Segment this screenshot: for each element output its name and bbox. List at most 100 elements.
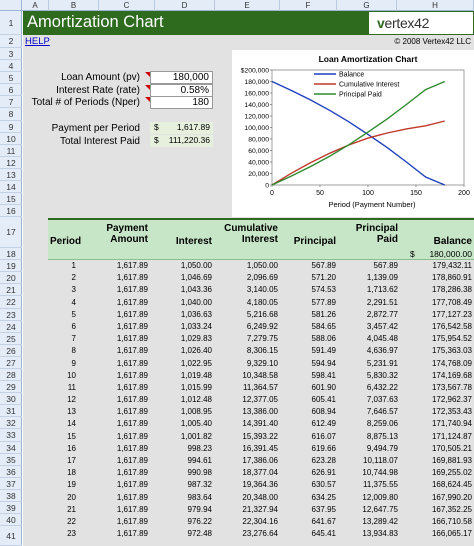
cell-interest[interactable]: 990.98 xyxy=(187,468,212,478)
cell-payment[interactable]: 1,617.89 xyxy=(116,309,148,319)
cell-cum-interest[interactable]: 1,050.00 xyxy=(246,261,278,270)
cell-principal[interactable]: 584.65 xyxy=(311,321,336,331)
table-row[interactable]: 12 1,617.89 1,012.48 12,377.05 605.41 7,037.6… xyxy=(48,394,474,406)
cell-principal-paid[interactable]: 13,289.42 xyxy=(362,516,398,526)
cell-cum-interest[interactable]: 9,329.10 xyxy=(246,358,278,368)
cell-principal-paid[interactable]: 1,139.09 xyxy=(366,273,398,283)
cell-principal-paid[interactable]: 4,636.97 xyxy=(366,346,398,356)
cell-principal-paid[interactable]: 9,494.79 xyxy=(366,443,398,453)
cell-cum-interest[interactable]: 15,393.22 xyxy=(242,431,278,441)
cell-cum-interest[interactable]: 16,391.45 xyxy=(242,443,278,453)
row-header-17[interactable]: 17 xyxy=(0,217,22,248)
cell-payment[interactable]: 1,617.89 xyxy=(116,504,148,514)
cell-payment[interactable]: 1,617.89 xyxy=(116,382,148,392)
cell-interest[interactable]: 994.61 xyxy=(187,456,212,465)
loan-amount-input[interactable]: 180,000 xyxy=(150,71,213,84)
cell-interest[interactable]: 1,043.36 xyxy=(180,285,212,295)
cell-period[interactable]: 12 xyxy=(67,395,76,405)
cell-principal-paid[interactable]: 7,646.57 xyxy=(366,407,398,417)
cell-period[interactable]: 2 xyxy=(71,273,76,283)
cell-cum-interest[interactable]: 3,140.05 xyxy=(246,285,278,295)
cell-balance[interactable]: 172,353.43 xyxy=(431,407,472,417)
cell-interest[interactable]: 1,050.00 xyxy=(180,261,212,270)
cell-payment[interactable]: 1,617.89 xyxy=(116,285,148,295)
cell-interest[interactable]: 972.48 xyxy=(187,529,212,539)
cell-principal-paid[interactable]: 8,875.13 xyxy=(366,431,398,441)
cell-payment[interactable]: 1,617.89 xyxy=(116,516,148,526)
row-header-41[interactable]: 41 xyxy=(0,526,22,546)
cell-period[interactable]: 14 xyxy=(67,419,76,429)
cell-balance[interactable]: 167,990.20 xyxy=(431,492,472,502)
cell-payment[interactable]: 1,617.89 xyxy=(116,273,148,283)
row-header-3[interactable]: 3 xyxy=(0,48,22,60)
row-header-30[interactable]: 30 xyxy=(0,393,22,405)
comment-indicator-icon[interactable] xyxy=(145,85,150,90)
table-row[interactable]: 5 1,617.89 1,036.63 5,216.68 581.26 2,872.77 1… xyxy=(48,309,474,321)
cell-balance[interactable]: 178,286.38 xyxy=(431,285,472,295)
cell-balance[interactable]: 166,065.17 xyxy=(431,529,472,539)
cell-principal-paid[interactable]: 2,872.77 xyxy=(366,309,398,319)
cell-interest[interactable]: 1,001.82 xyxy=(180,431,212,441)
cell-cum-interest[interactable]: 2,096.69 xyxy=(246,273,278,283)
column-header-e[interactable]: E xyxy=(215,0,280,11)
row-header-11[interactable]: 11 xyxy=(0,145,22,157)
cell-period[interactable]: 5 xyxy=(71,309,76,319)
cell-interest[interactable]: 979.94 xyxy=(187,504,212,514)
row-header-7[interactable]: 7 xyxy=(0,96,22,108)
column-header-b[interactable]: B xyxy=(49,0,99,11)
column-header-g[interactable]: G xyxy=(337,0,397,11)
row-header-24[interactable]: 24 xyxy=(0,321,22,333)
cell-interest[interactable]: 983.64 xyxy=(187,492,212,502)
cell-principal[interactable]: 591.49 xyxy=(311,346,336,356)
table-row[interactable]: 19 1,617.89 987.32 19,364.36 630.57 11,375.55… xyxy=(48,479,474,491)
column-header-h[interactable]: H xyxy=(397,0,474,11)
table-row[interactable]: 21 1,617.89 979.94 21,327.94 637.95 12,647.75… xyxy=(48,504,474,516)
row-header-27[interactable]: 27 xyxy=(0,357,22,369)
cell-balance[interactable]: 176,542.58 xyxy=(431,321,472,331)
cell-principal[interactable]: 567.89 xyxy=(311,261,336,270)
row-header-1[interactable]: 1 xyxy=(0,11,22,35)
cell-payment[interactable]: 1,617.89 xyxy=(116,492,148,502)
cell-interest[interactable]: 1,040.00 xyxy=(180,297,212,307)
table-row[interactable]: 4 1,617.89 1,040.00 4,180.05 577.89 2,291.51 1… xyxy=(48,297,474,309)
row-header-5[interactable]: 5 xyxy=(0,72,22,84)
row-header-25[interactable]: 25 xyxy=(0,333,22,345)
cell-cum-interest[interactable]: 12,377.05 xyxy=(242,395,278,405)
table-row[interactable]: 22 1,617.89 976.22 22,304.16 641.67 13,289.42… xyxy=(48,516,474,528)
table-row[interactable]: 3 1,617.89 1,043.36 3,140.05 574.53 1,713.62 1… xyxy=(48,284,474,296)
cell-principal[interactable]: 630.57 xyxy=(311,480,336,490)
cell-balance[interactable]: 174,169.68 xyxy=(431,370,472,380)
select-all-corner[interactable] xyxy=(0,0,22,11)
cell-principal-paid[interactable]: 5,231.91 xyxy=(366,358,398,368)
cell-balance[interactable]: 169,881.93 xyxy=(431,456,472,465)
cell-principal[interactable]: 641.67 xyxy=(311,516,336,526)
cell-period[interactable]: 15 xyxy=(67,431,76,441)
table-row[interactable]: 2 1,617.89 1,046.69 2,096.69 571.20 1,139.09 1… xyxy=(48,272,474,284)
row-header-14[interactable]: 14 xyxy=(0,181,22,193)
cell-balance[interactable]: 175,954.52 xyxy=(431,334,472,344)
row-header-18[interactable]: 18 xyxy=(0,248,22,260)
cell-period[interactable]: 8 xyxy=(71,346,76,356)
cell-period[interactable]: 23 xyxy=(67,529,76,539)
cell-cum-interest[interactable]: 5,216.68 xyxy=(246,309,278,319)
table-row[interactable]: 23 1,617.89 972.48 23,276.64 645.41 13,934.83… xyxy=(48,528,474,540)
row-header-19[interactable]: 19 xyxy=(0,260,22,272)
row-header-22[interactable]: 22 xyxy=(0,296,22,309)
periods-input[interactable]: 180 xyxy=(150,96,213,109)
table-row[interactable]: 20 1,617.89 983.64 20,348.00 634.25 12,009.80… xyxy=(48,492,474,504)
table-row[interactable]: 6 1,617.89 1,033.24 6,249.92 584.65 3,457.42 1… xyxy=(48,321,474,333)
row-header-34[interactable]: 34 xyxy=(0,442,22,454)
table-row[interactable]: 7 1,617.89 1,029.83 7,279.75 588.06 4,045.48 1… xyxy=(48,333,474,345)
table-row[interactable]: 17 1,617.89 994.61 17,386.06 623.28 10,118.07… xyxy=(48,455,474,467)
cell-payment[interactable]: 1,617.89 xyxy=(116,358,148,368)
cell-principal[interactable]: 608.94 xyxy=(311,407,336,417)
cell-principal[interactable]: 612.49 xyxy=(311,419,336,429)
series-line-2[interactable] xyxy=(271,80,446,186)
row-header-40[interactable]: 40 xyxy=(0,514,22,526)
total-interest-value[interactable]: $ 111,220.36 xyxy=(150,135,213,147)
cell-period[interactable]: 17 xyxy=(67,456,76,465)
cell-period[interactable]: 10 xyxy=(67,370,76,380)
series-line-0[interactable] xyxy=(271,80,446,186)
cell-principal-paid[interactable]: 6,432.22 xyxy=(366,382,398,392)
cell-cum-interest[interactable]: 23,276.64 xyxy=(242,529,278,539)
